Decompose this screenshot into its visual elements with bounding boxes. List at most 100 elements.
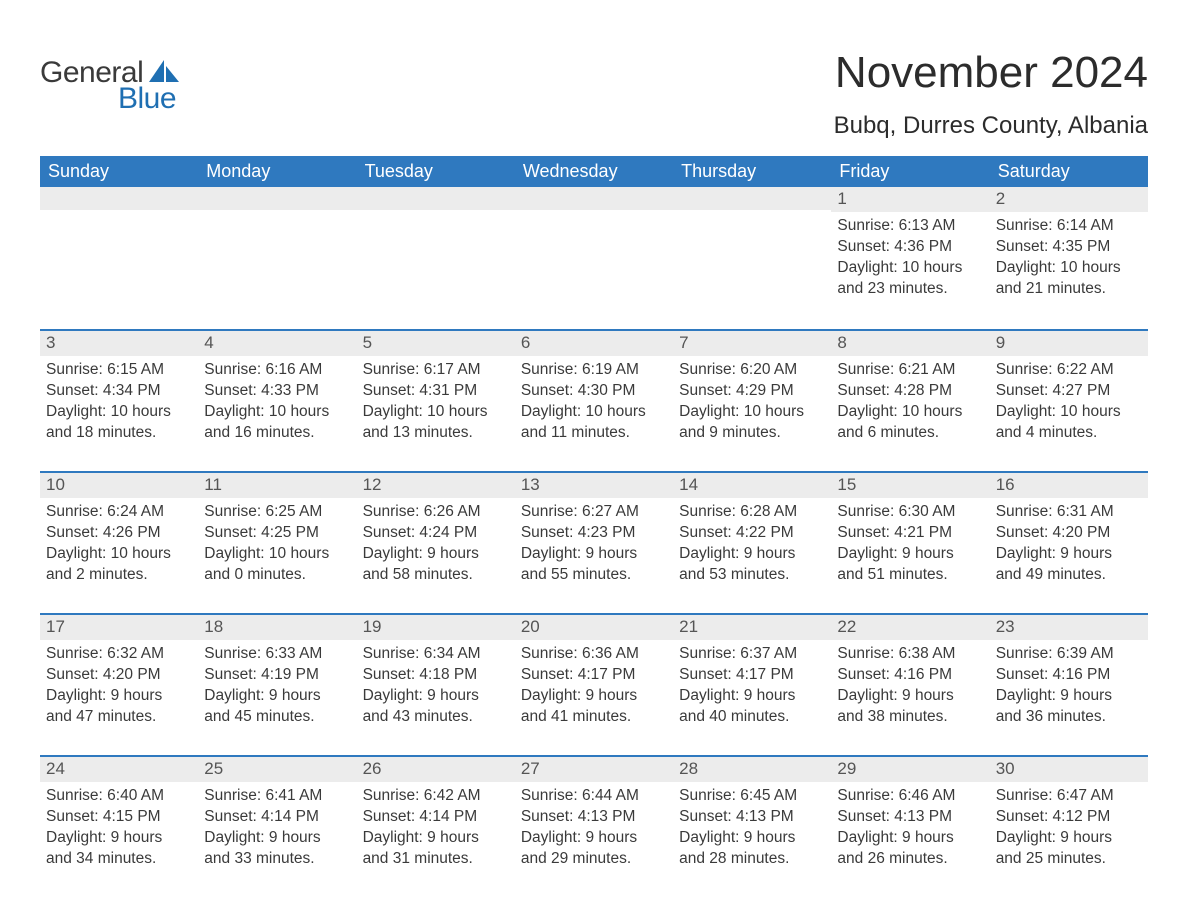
daylight-text: Daylight: 9 hours and 31 minutes. [363, 828, 509, 870]
calendar-cell: 11Sunrise: 6:25 AMSunset: 4:25 PMDayligh… [198, 473, 356, 599]
sunset-text: Sunset: 4:20 PM [996, 523, 1142, 544]
day-number: 10 [40, 473, 198, 498]
calendar-cell: 12Sunrise: 6:26 AMSunset: 4:24 PMDayligh… [357, 473, 515, 599]
sunrise-text: Sunrise: 6:13 AM [837, 216, 983, 237]
day-number: 27 [515, 757, 673, 782]
day-number: 30 [990, 757, 1148, 782]
sunset-text: Sunset: 4:34 PM [46, 381, 192, 402]
sunset-text: Sunset: 4:24 PM [363, 523, 509, 544]
title-block: November 2024 Bubq, Durres County, Alban… [834, 30, 1148, 150]
weekday-header: Friday [831, 156, 989, 187]
calendar-cell: 9Sunrise: 6:22 AMSunset: 4:27 PMDaylight… [990, 331, 1148, 457]
sunrise-text: Sunrise: 6:34 AM [363, 644, 509, 665]
sunset-text: Sunset: 4:14 PM [363, 807, 509, 828]
cell-body: Sunrise: 6:16 AMSunset: 4:33 PMDaylight:… [198, 356, 356, 448]
daylight-text: Daylight: 9 hours and 45 minutes. [204, 686, 350, 728]
calendar-cell: 15Sunrise: 6:30 AMSunset: 4:21 PMDayligh… [831, 473, 989, 599]
day-number: 16 [990, 473, 1148, 498]
cell-body: Sunrise: 6:28 AMSunset: 4:22 PMDaylight:… [673, 498, 831, 590]
sunrise-text: Sunrise: 6:30 AM [837, 502, 983, 523]
sunrise-text: Sunrise: 6:16 AM [204, 360, 350, 381]
sunset-text: Sunset: 4:13 PM [521, 807, 667, 828]
day-number: 20 [515, 615, 673, 640]
calendar-cell: 17Sunrise: 6:32 AMSunset: 4:20 PMDayligh… [40, 615, 198, 741]
daylight-text: Daylight: 9 hours and 40 minutes. [679, 686, 825, 728]
daylight-text: Daylight: 10 hours and 13 minutes. [363, 402, 509, 444]
day-number: 24 [40, 757, 198, 782]
sunset-text: Sunset: 4:35 PM [996, 237, 1142, 258]
day-number: 23 [990, 615, 1148, 640]
day-number: 13 [515, 473, 673, 498]
calendar-cell [515, 187, 673, 315]
sunset-text: Sunset: 4:17 PM [521, 665, 667, 686]
day-number: 22 [831, 615, 989, 640]
daylight-text: Daylight: 9 hours and 47 minutes. [46, 686, 192, 728]
daylight-text: Daylight: 9 hours and 38 minutes. [837, 686, 983, 728]
daylight-text: Daylight: 9 hours and 41 minutes. [521, 686, 667, 728]
sunset-text: Sunset: 4:23 PM [521, 523, 667, 544]
day-number: 2 [990, 187, 1148, 212]
cell-body: Sunrise: 6:45 AMSunset: 4:13 PMDaylight:… [673, 782, 831, 874]
day-number: 26 [357, 757, 515, 782]
weekday-header: Thursday [673, 156, 831, 187]
calendar-cell: 22 Sunrise: 6:38 AMSunset: 4:16 PMDayligh… [831, 615, 989, 741]
calendar-cell: 28Sunrise: 6:45 AMSunset: 4:13 PMDayligh… [673, 757, 831, 883]
day-number [673, 187, 831, 210]
sunset-text: Sunset: 4:25 PM [204, 523, 350, 544]
calendar-cell: 23Sunrise: 6:39 AMSunset: 4:16 PMDayligh… [990, 615, 1148, 741]
daylight-text: Daylight: 9 hours and 29 minutes. [521, 828, 667, 870]
daylight-text: Daylight: 10 hours and 16 minutes. [204, 402, 350, 444]
sunrise-text: Sunrise: 6:15 AM [46, 360, 192, 381]
calendar-week: 1Sunrise: 6:13 AMSunset: 4:36 PMDaylight… [40, 187, 1148, 315]
sunset-text: Sunset: 4:14 PM [204, 807, 350, 828]
sunset-text: Sunset: 4:15 PM [46, 807, 192, 828]
cell-body: Sunrise: 6:19 AMSunset: 4:30 PMDaylight:… [515, 356, 673, 448]
daylight-text: Daylight: 10 hours and 18 minutes. [46, 402, 192, 444]
cell-body: Sunrise: 6:24 AMSunset: 4:26 PMDaylight:… [40, 498, 198, 590]
sunset-text: Sunset: 4:16 PM [996, 665, 1142, 686]
sunrise-text: Sunrise: 6:37 AM [679, 644, 825, 665]
location-label: Bubq, Durres County, Albania [834, 112, 1148, 140]
daylight-text: Daylight: 9 hours and 34 minutes. [46, 828, 192, 870]
calendar-cell [673, 187, 831, 315]
day-number: 9 [990, 331, 1148, 356]
day-number: 4 [198, 331, 356, 356]
cell-body: Sunrise: 6:25 AMSunset: 4:25 PMDaylight:… [198, 498, 356, 590]
sunset-text: Sunset: 4:19 PM [204, 665, 350, 686]
day-number: 12 [357, 473, 515, 498]
sunrise-text: Sunrise: 6:36 AM [521, 644, 667, 665]
calendar-cell: 16Sunrise: 6:31 AMSunset: 4:20 PMDayligh… [990, 473, 1148, 599]
calendar-cell: 8Sunrise: 6:21 AMSunset: 4:28 PMDaylight… [831, 331, 989, 457]
sunset-text: Sunset: 4:16 PM [837, 665, 983, 686]
calendar-cell: 26Sunrise: 6:42 AMSunset: 4:14 PMDayligh… [357, 757, 515, 883]
day-number: 3 [40, 331, 198, 356]
daylight-text: Daylight: 10 hours and 4 minutes. [996, 402, 1142, 444]
sunrise-text: Sunrise: 6:38 AM [837, 644, 983, 665]
daylight-text: Daylight: 10 hours and 21 minutes. [996, 258, 1142, 300]
daylight-text: Daylight: 9 hours and 49 minutes. [996, 544, 1142, 586]
calendar-cell: 20 Sunrise: 6:36 AMSunset: 4:17 PMDayligh… [515, 615, 673, 741]
cell-body: Sunrise: 6:31 AMSunset: 4:20 PMDaylight:… [990, 498, 1148, 590]
calendar-week: 17Sunrise: 6:32 AMSunset: 4:20 PMDayligh… [40, 613, 1148, 741]
day-number: 29 [831, 757, 989, 782]
sunrise-text: Sunrise: 6:40 AM [46, 786, 192, 807]
weekday-header: Wednesday [515, 156, 673, 187]
cell-body: Sunrise: 6:26 AMSunset: 4:24 PMDaylight:… [357, 498, 515, 590]
day-number: 1 [831, 187, 989, 212]
daylight-text: Daylight: 9 hours and 55 minutes. [521, 544, 667, 586]
calendar-cell: 25Sunrise: 6:41 AMSunset: 4:14 PMDayligh… [198, 757, 356, 883]
cell-body: Sunrise: 6:13 AMSunset: 4:36 PMDaylight:… [831, 212, 989, 304]
sunrise-text: Sunrise: 6:14 AM [996, 216, 1142, 237]
day-number: 5 [357, 331, 515, 356]
calendar-grid: Sunday Monday Tuesday Wednesday Thursday… [40, 156, 1148, 883]
daylight-text: Daylight: 10 hours and 23 minutes. [837, 258, 983, 300]
daylight-text: Daylight: 10 hours and 9 minutes. [679, 402, 825, 444]
calendar-week: 10Sunrise: 6:24 AMSunset: 4:26 PMDayligh… [40, 471, 1148, 599]
daylight-text: Daylight: 9 hours and 51 minutes. [837, 544, 983, 586]
daylight-text: Daylight: 9 hours and 28 minutes. [679, 828, 825, 870]
day-number [515, 187, 673, 210]
sunrise-text: Sunrise: 6:26 AM [363, 502, 509, 523]
daylight-text: Daylight: 10 hours and 11 minutes. [521, 402, 667, 444]
day-number: 18 [198, 615, 356, 640]
sunset-text: Sunset: 4:13 PM [679, 807, 825, 828]
